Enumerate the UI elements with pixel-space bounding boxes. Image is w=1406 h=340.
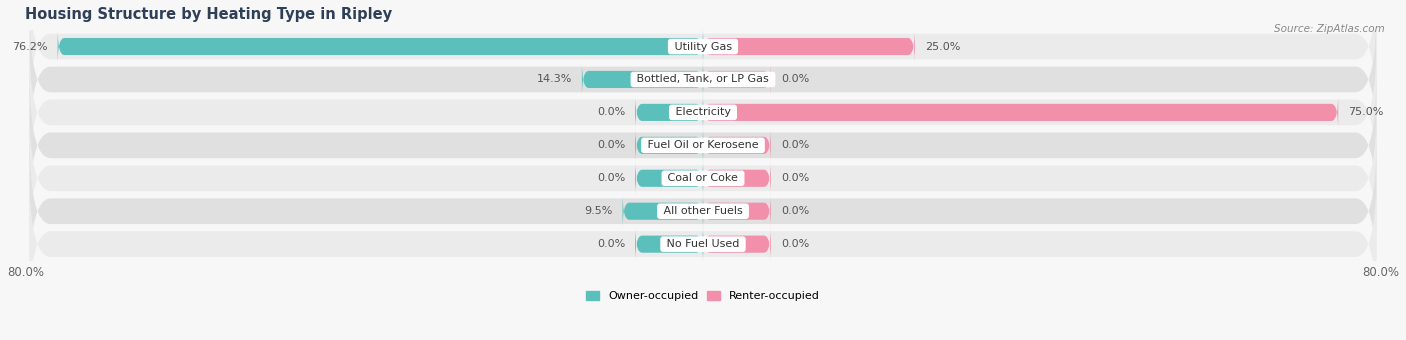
FancyBboxPatch shape <box>30 76 1376 215</box>
Text: Housing Structure by Heating Type in Ripley: Housing Structure by Heating Type in Rip… <box>25 7 392 22</box>
Text: 0.0%: 0.0% <box>596 107 626 117</box>
FancyBboxPatch shape <box>30 109 1376 248</box>
Text: Fuel Oil or Kerosene: Fuel Oil or Kerosene <box>644 140 762 150</box>
FancyBboxPatch shape <box>30 175 1376 313</box>
FancyBboxPatch shape <box>703 193 770 229</box>
FancyBboxPatch shape <box>703 160 770 196</box>
FancyBboxPatch shape <box>30 0 1376 116</box>
Text: All other Fuels: All other Fuels <box>659 206 747 216</box>
Text: 0.0%: 0.0% <box>596 140 626 150</box>
FancyBboxPatch shape <box>582 62 703 97</box>
Text: 75.0%: 75.0% <box>1348 107 1384 117</box>
Text: 0.0%: 0.0% <box>596 173 626 183</box>
Text: Source: ZipAtlas.com: Source: ZipAtlas.com <box>1274 24 1385 34</box>
Text: 76.2%: 76.2% <box>13 41 48 52</box>
Text: Electricity: Electricity <box>672 107 734 117</box>
FancyBboxPatch shape <box>58 29 703 64</box>
FancyBboxPatch shape <box>703 62 770 97</box>
Text: 0.0%: 0.0% <box>780 239 810 249</box>
FancyBboxPatch shape <box>636 128 703 163</box>
Text: 25.0%: 25.0% <box>925 41 960 52</box>
FancyBboxPatch shape <box>636 95 703 130</box>
Text: No Fuel Used: No Fuel Used <box>664 239 742 249</box>
Text: 0.0%: 0.0% <box>780 140 810 150</box>
FancyBboxPatch shape <box>30 142 1376 281</box>
Text: 0.0%: 0.0% <box>780 74 810 84</box>
Text: 9.5%: 9.5% <box>583 206 613 216</box>
FancyBboxPatch shape <box>30 43 1376 182</box>
Text: 0.0%: 0.0% <box>780 173 810 183</box>
Text: 14.3%: 14.3% <box>536 74 572 84</box>
FancyBboxPatch shape <box>703 226 770 262</box>
Text: Utility Gas: Utility Gas <box>671 41 735 52</box>
FancyBboxPatch shape <box>703 128 770 163</box>
Legend: Owner-occupied, Renter-occupied: Owner-occupied, Renter-occupied <box>581 286 825 306</box>
Text: 0.0%: 0.0% <box>780 206 810 216</box>
FancyBboxPatch shape <box>636 226 703 262</box>
FancyBboxPatch shape <box>623 193 703 229</box>
FancyBboxPatch shape <box>30 10 1376 149</box>
Text: Coal or Coke: Coal or Coke <box>664 173 742 183</box>
FancyBboxPatch shape <box>636 160 703 196</box>
FancyBboxPatch shape <box>703 29 915 64</box>
FancyBboxPatch shape <box>703 95 1339 130</box>
Text: 0.0%: 0.0% <box>596 239 626 249</box>
Text: Bottled, Tank, or LP Gas: Bottled, Tank, or LP Gas <box>633 74 773 84</box>
